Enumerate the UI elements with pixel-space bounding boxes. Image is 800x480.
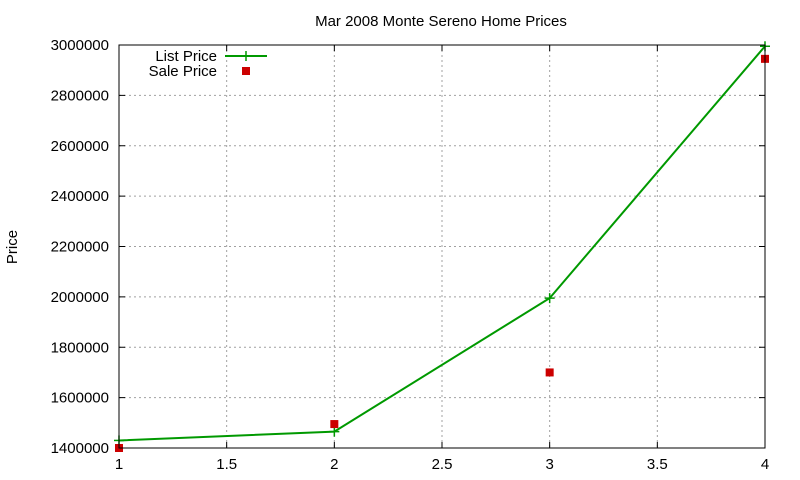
- y-tick-label: 2800000: [51, 87, 109, 104]
- y-tick-label: 2400000: [51, 188, 109, 205]
- x-tick-label: 1.5: [216, 456, 237, 473]
- y-axis-label: Price: [4, 230, 21, 264]
- x-tick-label: 1: [115, 456, 123, 473]
- list-price-line: [118, 45, 766, 442]
- y-tick-label: 1600000: [51, 390, 109, 407]
- legend-marker-list-price: [241, 51, 251, 61]
- y-tick-label: 2600000: [51, 138, 109, 155]
- sale-price-point: [545, 368, 554, 377]
- y-tick-label: 2000000: [51, 289, 109, 306]
- chart-title: Mar 2008 Monte Sereno Home Prices: [315, 13, 567, 30]
- list-price-point: [329, 426, 340, 437]
- y-tick-label: 3000000: [51, 37, 109, 54]
- x-tick-label: 4: [761, 456, 769, 473]
- plot-frame: [118, 44, 766, 449]
- legend-label-sale-price: Sale Price: [149, 63, 217, 80]
- legend-label-list-price: List Price: [155, 48, 217, 65]
- grid: [118, 44, 766, 449]
- list-price-point: [544, 293, 555, 304]
- x-tick-label: 3: [545, 456, 553, 473]
- x-tick-label: 3.5: [647, 456, 668, 473]
- tick-labels: 1 1.5 2 2.5 3 3.5 4 1400000 1600000 1800000 200000…: [51, 37, 770, 473]
- y-tick-label: 1800000: [51, 339, 109, 356]
- y-tick-label: 1400000: [51, 440, 109, 457]
- x-tick-label: 2: [330, 456, 338, 473]
- sale-price-point: [330, 420, 339, 429]
- legend-marker-sale-price: [242, 67, 250, 75]
- y-tick-label: 2200000: [51, 239, 109, 256]
- x-tick-label: 2.5: [432, 456, 453, 473]
